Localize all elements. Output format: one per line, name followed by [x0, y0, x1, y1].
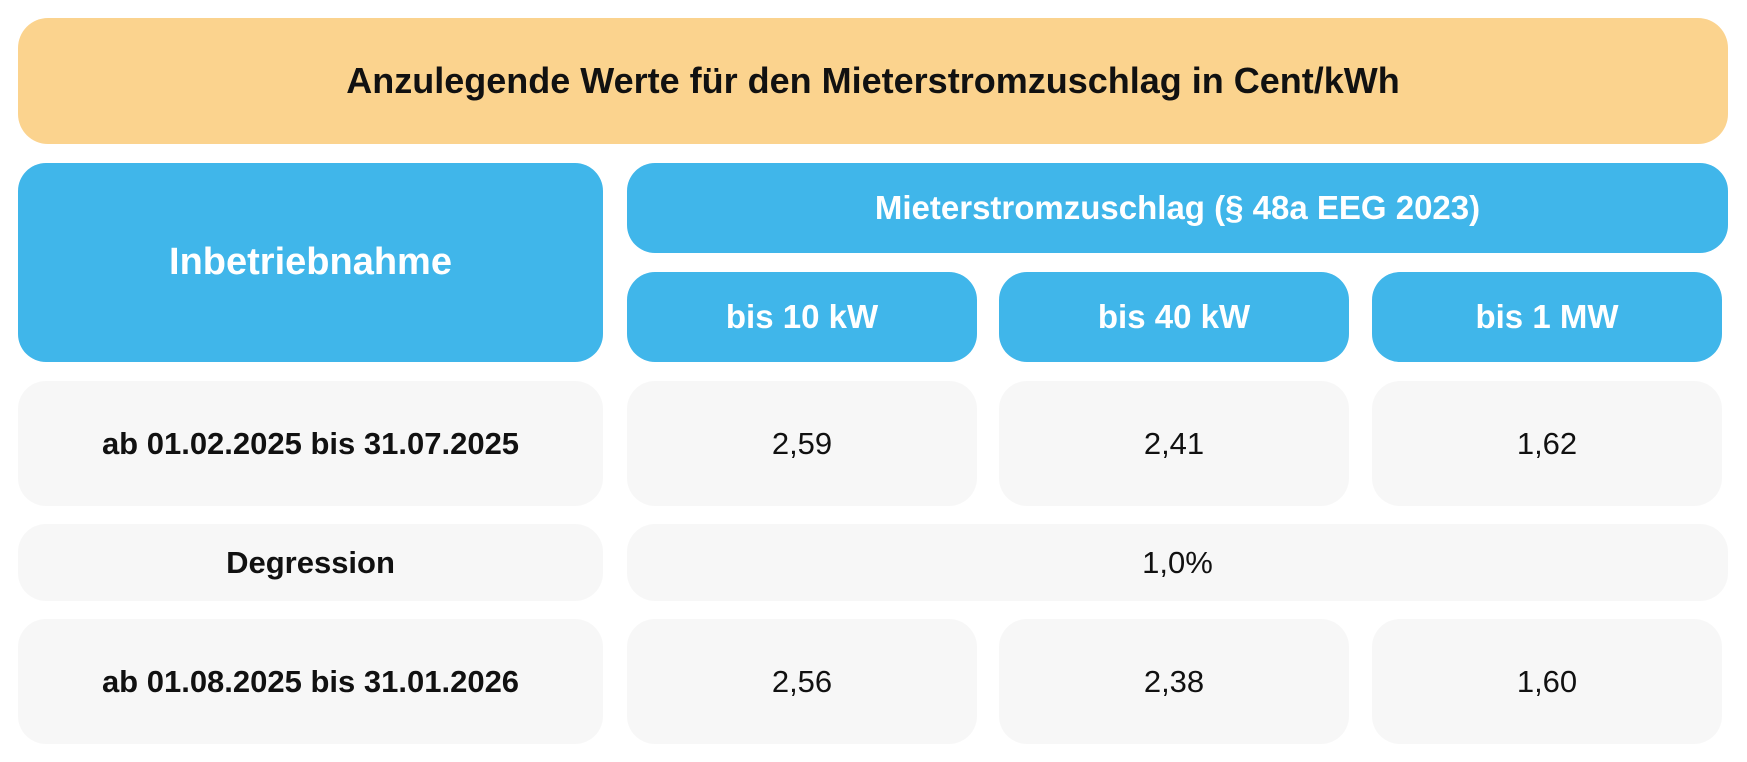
- row-2-value-40kw: 2,38: [999, 619, 1349, 744]
- row-1-value-10kw: 2,59: [627, 381, 977, 506]
- row-1-label: ab 01.02.2025 bis 31.07.2025: [18, 381, 603, 506]
- row-degression-label: Degression: [18, 524, 603, 601]
- header-bis-1-mw: bis 1 MW: [1372, 272, 1722, 362]
- header-bis-10-kw: bis 10 kW: [627, 272, 977, 362]
- header-bis-40-kw: bis 40 kW: [999, 272, 1349, 362]
- row-2-value-1mw: 1,60: [1372, 619, 1722, 744]
- row-1-value-1mw: 1,62: [1372, 381, 1722, 506]
- row-1-value-40kw: 2,41: [999, 381, 1349, 506]
- row-2-value-10kw: 2,56: [627, 619, 977, 744]
- row-degression-value: 1,0%: [627, 524, 1728, 601]
- row-2-label: ab 01.08.2025 bis 31.01.2026: [18, 619, 603, 744]
- header-inbetriebnahme: Inbetriebnahme: [18, 163, 603, 362]
- header-mieterstromzuschlag: Mieterstromzuschlag (§ 48a EEG 2023): [627, 163, 1728, 253]
- table-title: Anzulegende Werte für den Mieterstromzus…: [18, 18, 1728, 144]
